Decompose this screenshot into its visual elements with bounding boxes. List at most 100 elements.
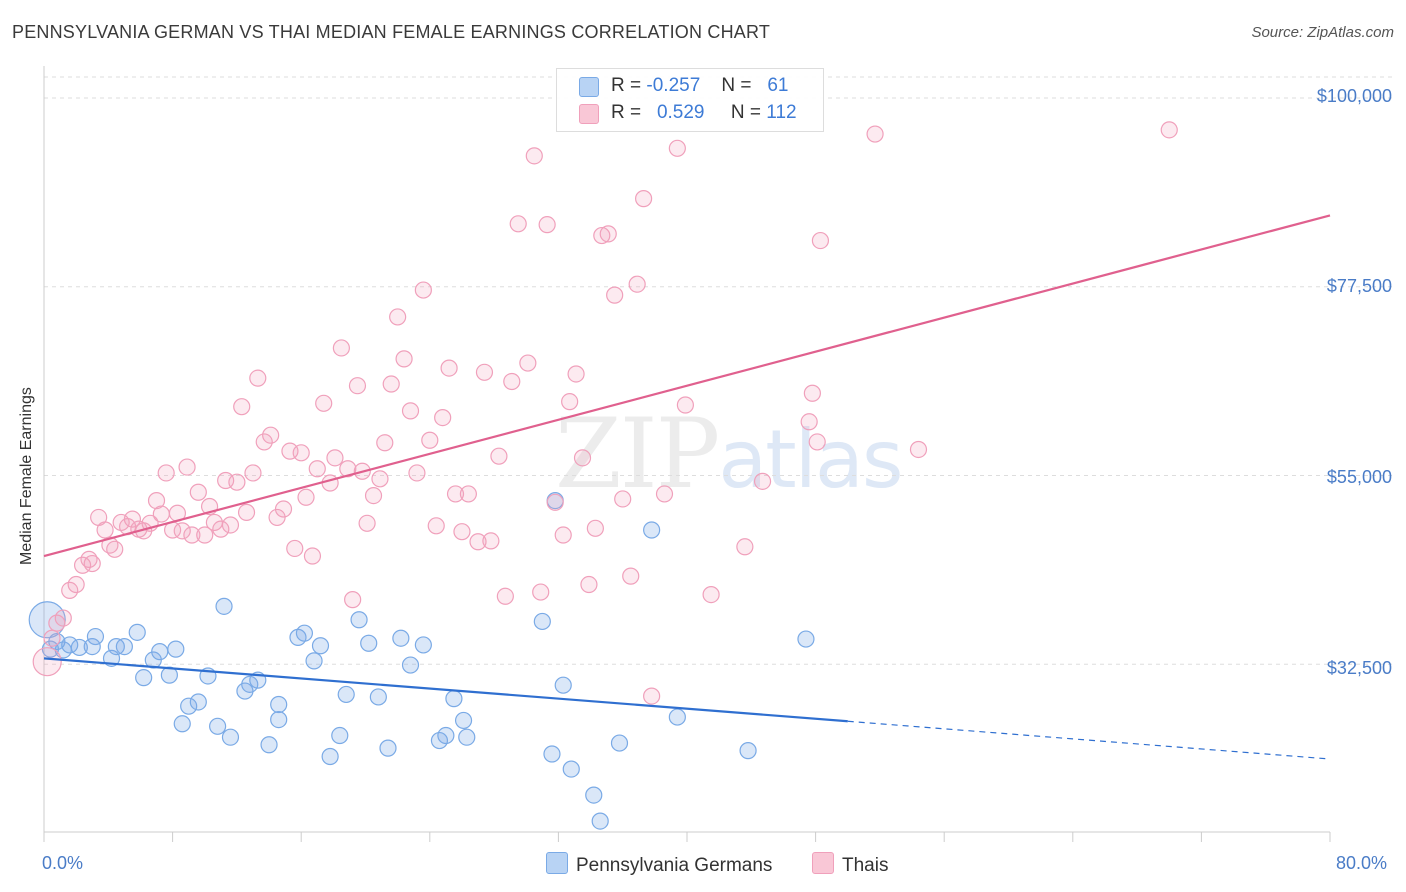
- point-thais-76: [482, 532, 500, 550]
- point-pennsylvania-germans-54: [591, 812, 609, 830]
- watermark-zip: ZIP: [555, 398, 720, 510]
- point-thais-112: [1160, 121, 1178, 139]
- trendline-thais: [43, 214, 1331, 558]
- point-thais-94: [606, 286, 624, 304]
- point-thais-19: [147, 492, 166, 510]
- point-pennsylvania-germans-51: [554, 676, 572, 694]
- legend-swatch-pink: [579, 104, 599, 124]
- point-thais-111: [909, 440, 928, 459]
- point-thais-28: [196, 526, 214, 544]
- point-pennsylvania-germans-58: [739, 742, 757, 760]
- x-tick-label-max: 80.0%: [1336, 853, 1388, 873]
- point-thais-89: [573, 449, 592, 467]
- point-pennsylvania-germans-36: [350, 611, 368, 629]
- point-thais-69: [434, 408, 452, 427]
- y-tick-label-100000: $100,000: [1316, 86, 1392, 106]
- point-thais-49: [315, 394, 333, 412]
- point-thais-103: [702, 585, 720, 604]
- point-thais-99: [643, 687, 661, 705]
- point-thais-78: [496, 587, 514, 605]
- point-thais-110: [866, 125, 884, 143]
- point-thais-37: [244, 464, 262, 482]
- point-pennsylvania-germans-22: [221, 728, 240, 746]
- point-thais-81: [519, 354, 537, 372]
- point-thais-26: [183, 526, 201, 544]
- point-thais-5: [67, 575, 85, 594]
- point-pennsylvania-germans-3: [61, 636, 79, 654]
- point-thais-82: [525, 147, 543, 165]
- point-thais-80: [509, 215, 527, 233]
- point-pennsylvania-germans-49: [543, 745, 561, 763]
- point-thais-20: [152, 505, 170, 523]
- point-thais-48: [308, 460, 326, 478]
- y-tick-label-77500: $77,500: [1326, 276, 1392, 296]
- point-thais-31: [212, 520, 230, 538]
- point-thais-74: [469, 533, 487, 551]
- legend-swatch-blue: [579, 77, 599, 97]
- point-thais-66: [414, 281, 432, 299]
- point-pennsylvania-germans-0: [28, 601, 66, 639]
- point-thais-44: [286, 539, 304, 558]
- point-thais-93: [599, 225, 617, 243]
- point-pennsylvania-germans-41: [401, 656, 420, 674]
- point-pennsylvania-germans-32: [311, 637, 330, 655]
- point-thais-75: [475, 363, 494, 381]
- point-thais-65: [408, 464, 426, 482]
- point-pennsylvania-germans-38: [369, 688, 387, 706]
- point-thais-77: [490, 447, 508, 465]
- point-thais-25: [178, 458, 196, 476]
- point-thais-40: [262, 426, 280, 444]
- bottom-legend-swatch-pink: [812, 852, 834, 874]
- point-thais-0: [32, 647, 62, 677]
- point-thais-15: [123, 510, 142, 528]
- bottom-legend-label-blue: Pennsylvania Germans: [576, 855, 773, 876]
- point-thais-10: [96, 521, 114, 539]
- legend-n-value-pink: 112: [766, 102, 797, 123]
- point-thais-35: [233, 398, 251, 416]
- point-thais-45: [292, 444, 310, 462]
- point-pennsylvania-germans-27: [270, 695, 288, 714]
- point-pennsylvania-germans-4: [70, 638, 88, 657]
- point-thais-57: [358, 514, 376, 532]
- point-pennsylvania-germans-45: [445, 690, 463, 708]
- legend-r-value-blue: -0.257: [646, 75, 701, 96]
- point-pennsylvania-germans-35: [337, 685, 355, 704]
- point-thais-36: [237, 503, 256, 521]
- point-pennsylvania-germans-6: [86, 627, 105, 646]
- point-thais-73: [459, 485, 477, 503]
- point-thais-90: [580, 575, 598, 594]
- correlation-legend: R = -0.257 N = 61 R = 0.529 N = 112: [556, 68, 824, 132]
- point-pennsylvania-germans-24: [241, 675, 259, 693]
- point-pennsylvania-germans-56: [643, 521, 661, 539]
- point-thais-86: [554, 526, 572, 544]
- point-thais-68: [427, 517, 445, 535]
- point-thais-27: [189, 483, 207, 501]
- point-pennsylvania-germans-9: [115, 638, 133, 656]
- legend-n-label: N =: [730, 102, 762, 123]
- point-pennsylvania-germans-47: [458, 728, 476, 746]
- bottom-legend-swatch-blue: [546, 852, 568, 874]
- bottom-legend-label-pink: Thais: [842, 855, 889, 876]
- point-pennsylvania-germans-44: [437, 726, 455, 745]
- point-thais-87: [561, 393, 579, 411]
- point-thais-1: [43, 629, 61, 647]
- legend-n-value-blue: 61: [767, 75, 789, 96]
- point-pennsylvania-germans-37: [360, 634, 378, 652]
- point-thais-33: [221, 516, 240, 534]
- point-thais-53: [339, 460, 357, 478]
- y-tick-label-55000: $55,000: [1326, 467, 1392, 487]
- point-thais-102: [676, 396, 694, 414]
- point-thais-4: [61, 581, 79, 600]
- point-thais-8: [83, 554, 101, 573]
- point-thais-85: [546, 493, 564, 511]
- point-thais-92: [593, 226, 611, 245]
- point-pennsylvania-germans-5: [83, 638, 101, 656]
- point-pennsylvania-germans-11: [135, 669, 153, 687]
- point-thais-60: [376, 434, 394, 452]
- point-thais-55: [348, 377, 367, 395]
- point-thais-101: [668, 139, 686, 157]
- point-thais-104: [736, 538, 754, 556]
- bottom-legend-item-thais: Thais: [812, 852, 888, 877]
- point-thais-38: [249, 369, 267, 387]
